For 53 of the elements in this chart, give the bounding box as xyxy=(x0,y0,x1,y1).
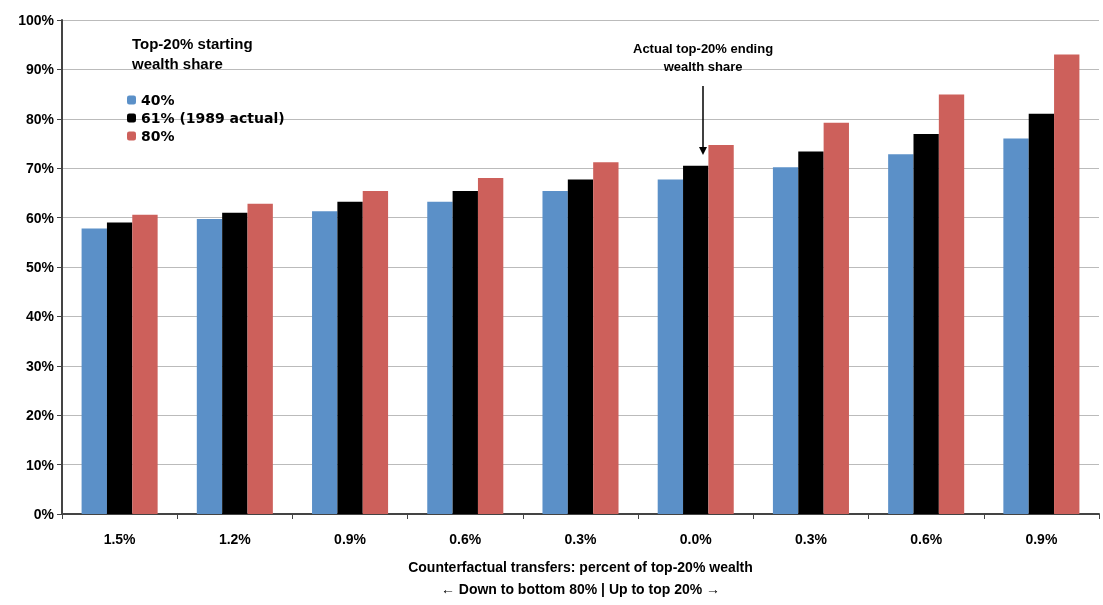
bar xyxy=(81,228,107,514)
bar xyxy=(1028,113,1055,514)
x-axis-title: Counterfactual transfers: percent of top-20% wealth ← Down to bottom 80% | Up to top 20% → xyxy=(408,559,753,597)
bar xyxy=(567,179,594,514)
bar xyxy=(593,162,619,514)
x-tick-label: 1.2% xyxy=(218,531,252,547)
y-tick-label: 90% xyxy=(25,61,55,78)
y-tick-label: 40% xyxy=(25,308,55,325)
x-tick-label: 0.6% xyxy=(449,531,482,547)
bar xyxy=(362,190,389,514)
bar xyxy=(477,178,504,514)
bar xyxy=(1054,54,1080,514)
y-tick-label: 0% xyxy=(33,506,55,522)
y-tick-label: 70% xyxy=(25,160,55,177)
bar xyxy=(772,167,799,514)
bar xyxy=(798,151,824,514)
x-tick-label: 1.5% xyxy=(103,531,137,547)
y-tick-label: 30% xyxy=(25,357,55,374)
bar xyxy=(708,144,734,514)
legend-label: 80% xyxy=(141,128,175,144)
annotation: Actual top-20% ending wealth share xyxy=(633,40,774,76)
x-tick-label: 0.6% xyxy=(910,531,943,547)
bar xyxy=(312,211,338,514)
bar xyxy=(196,219,223,514)
legend-title: Top-20% starting wealth share xyxy=(132,34,254,74)
bar xyxy=(888,154,914,514)
bar xyxy=(683,165,709,514)
y-tick-label: 50% xyxy=(25,259,55,275)
bar xyxy=(452,190,478,514)
bar xyxy=(823,122,849,514)
x-tick-label: 0.3% xyxy=(794,531,828,547)
legend-label: 40% xyxy=(141,92,175,108)
x-tick-label: 0.9% xyxy=(1025,531,1058,547)
y-tick-label: 60% xyxy=(25,209,55,226)
bar xyxy=(1003,138,1029,514)
bar xyxy=(247,203,273,514)
y-tick-label: 80% xyxy=(25,110,55,127)
legend-label: 61% (1989 actual) xyxy=(141,110,285,126)
x-tick-label: 0.0% xyxy=(679,531,713,547)
bar xyxy=(657,179,684,514)
bar xyxy=(913,134,939,514)
bar xyxy=(427,201,453,514)
y-tick-label: 100% xyxy=(18,12,55,28)
x-tick-label: 0.3% xyxy=(564,531,597,547)
bar xyxy=(222,212,248,514)
bar xyxy=(132,214,158,514)
x-tick-label: 0.9% xyxy=(334,531,367,547)
bar xyxy=(106,222,133,514)
y-tick-label: 10% xyxy=(25,456,55,473)
bar xyxy=(938,94,965,514)
bar xyxy=(337,201,363,514)
bar xyxy=(542,190,568,514)
y-tick-label: 20% xyxy=(25,407,55,424)
